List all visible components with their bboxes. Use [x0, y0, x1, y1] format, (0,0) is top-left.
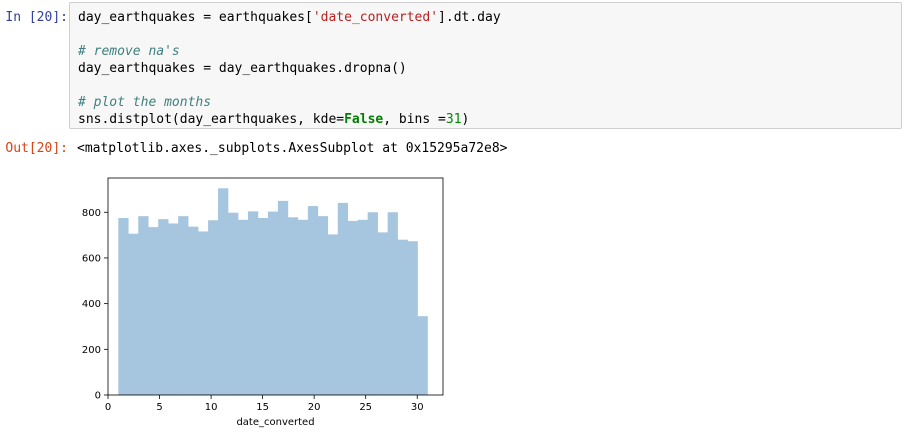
code-keyword: False: [344, 112, 384, 127]
code-text: day_earthquakes = earthquakes[: [78, 10, 313, 25]
histogram-bar: [367, 212, 378, 395]
input-prompt: In [20]:: [5, 10, 68, 25]
y-tick-label: 0: [95, 391, 101, 402]
code-text: , bins =: [383, 112, 446, 127]
histogram-bar: [148, 227, 159, 395]
histogram-bar: [208, 220, 219, 395]
histogram-bar: [158, 219, 169, 395]
histogram-bar: [377, 232, 388, 395]
histogram-bar: [327, 234, 339, 395]
histogram-bar: [168, 223, 179, 395]
histogram-bar: [307, 206, 319, 395]
histogram-bar: [118, 217, 129, 395]
code-string: 'date_converted': [312, 10, 439, 25]
code-comment-1: # remove na's: [78, 44, 180, 59]
histogram-bar: [238, 219, 249, 395]
histogram-bar: [277, 200, 289, 395]
histogram-bar: [347, 220, 359, 395]
x-tick-label: 0: [105, 402, 111, 413]
histogram-chart: 0 5 10 15 20 25 30 0 200 400 600 800 date_converted: [82, 177, 444, 428]
x-axis-label: date_converted: [236, 417, 314, 428]
histogram-bar: [247, 211, 259, 395]
code-text: ].dt.day: [438, 10, 501, 25]
x-tick-label: 15: [256, 402, 269, 413]
x-tick-label: 5: [156, 402, 162, 413]
histogram-bar: [407, 241, 418, 395]
x-tick-label: 20: [308, 402, 321, 413]
y-tick-label: 800: [82, 208, 101, 219]
histogram-bar: [128, 233, 139, 395]
code-line-2: day_earthquakes = day_earthquakes.dropna…: [78, 61, 407, 76]
histogram-bar: [138, 216, 149, 395]
plot-frame: [107, 177, 444, 396]
x-tick-label: 25: [359, 402, 372, 413]
histogram-bar: [297, 219, 309, 395]
histogram-bar: [228, 212, 239, 395]
code-text: sns.distplot(day_earthquakes, kde=: [78, 112, 345, 127]
histogram-bar: [287, 217, 299, 395]
histogram-bar: [218, 188, 229, 395]
code-number: 31: [445, 112, 462, 127]
y-tick-label: 600: [82, 253, 101, 264]
output-prompt: Out[20]:: [5, 141, 68, 156]
histogram-bar: [188, 226, 199, 395]
histogram-bar: [178, 216, 189, 395]
histogram-bar: [257, 217, 269, 395]
x-tick-label: 30: [411, 402, 424, 413]
histogram-bar: [387, 212, 398, 395]
histogram-bar: [397, 239, 408, 395]
code-cell[interactable]: day_earthquakes = earthquakes['date_conv…: [69, 2, 902, 129]
output-text: <matplotlib.axes._subplots.AxesSubplot a…: [77, 141, 508, 156]
code-blank-line: [78, 77, 893, 94]
x-tick-label: 10: [205, 402, 218, 413]
histogram-bar: [267, 211, 279, 395]
code-line-1: day_earthquakes = earthquakes['date_conv…: [78, 9, 893, 26]
code-text: ): [461, 112, 470, 127]
histogram-bar: [337, 202, 349, 395]
histogram-bar: [317, 216, 329, 395]
code-comment-2: # plot the months: [78, 95, 212, 110]
histogram-bar: [357, 219, 368, 395]
code-line-3: sns.distplot(day_earthquakes, kde=False,…: [78, 111, 893, 128]
code-blank-line: [78, 26, 893, 43]
y-tick-label: 400: [82, 299, 101, 310]
histogram-bar: [417, 316, 428, 395]
y-tick-label: 200: [82, 345, 101, 356]
histogram-bar: [198, 231, 209, 395]
